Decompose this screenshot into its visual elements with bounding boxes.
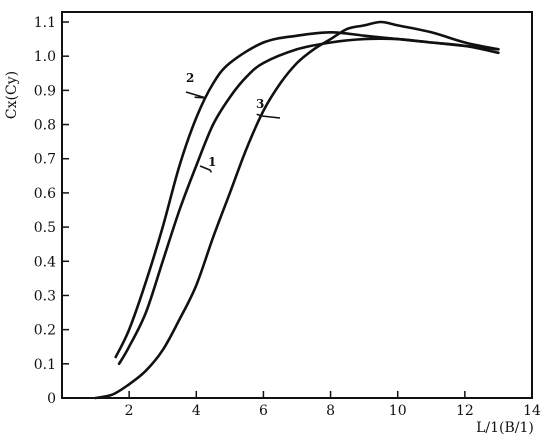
x-tick-label: 6 [259,403,268,419]
y-axis-title: Cx(Cy) [4,71,20,119]
curve-label-3: 3 [256,97,264,111]
y-tick-label: 1.1 [34,15,56,31]
y-tick-label: 0.8 [34,118,56,134]
series-1-line [117,37,500,366]
curve-label-2: 2 [186,71,194,85]
y-tick-label: 0.7 [34,152,56,168]
x-axis-title: L/1(B/1) [476,420,534,436]
y-tick-label: 0 [47,391,56,407]
leader-line-3 [256,113,281,119]
series-2-line [114,30,500,359]
y-tick-label: 0.5 [34,220,56,236]
series-3-line [94,20,500,400]
curve-label-1: 1 [208,155,216,169]
x-tick-label: 8 [326,403,335,419]
plot-frame [61,11,533,399]
leader-line-1 [199,165,213,173]
y-tick-label: 0.2 [34,323,56,339]
ticks: 0 0.1 0.2 0.3 0.4 0.5 0.6 0.7 0.8 0.9 1.0 1.1 2 4 6 8 10… [34,15,541,419]
x-tick-label: 14 [523,403,541,419]
y-tick-label: 0.1 [34,357,56,373]
curve-leaders: 2 1 3 [185,71,281,173]
x-tick-label: 4 [192,403,201,419]
x-tick-label: 10 [389,403,407,419]
leader-line-2 [185,91,207,99]
y-tick-label: 0.9 [34,83,56,99]
curves [94,20,500,400]
x-tick-label: 12 [456,403,474,419]
y-tick-label: 1.0 [34,49,56,65]
axes [61,11,533,399]
y-tick-label: 0.6 [34,186,56,202]
y-tick-label: 0.3 [34,288,56,304]
x-tick-label: 2 [125,403,134,419]
y-tick-label: 0.4 [34,254,56,270]
